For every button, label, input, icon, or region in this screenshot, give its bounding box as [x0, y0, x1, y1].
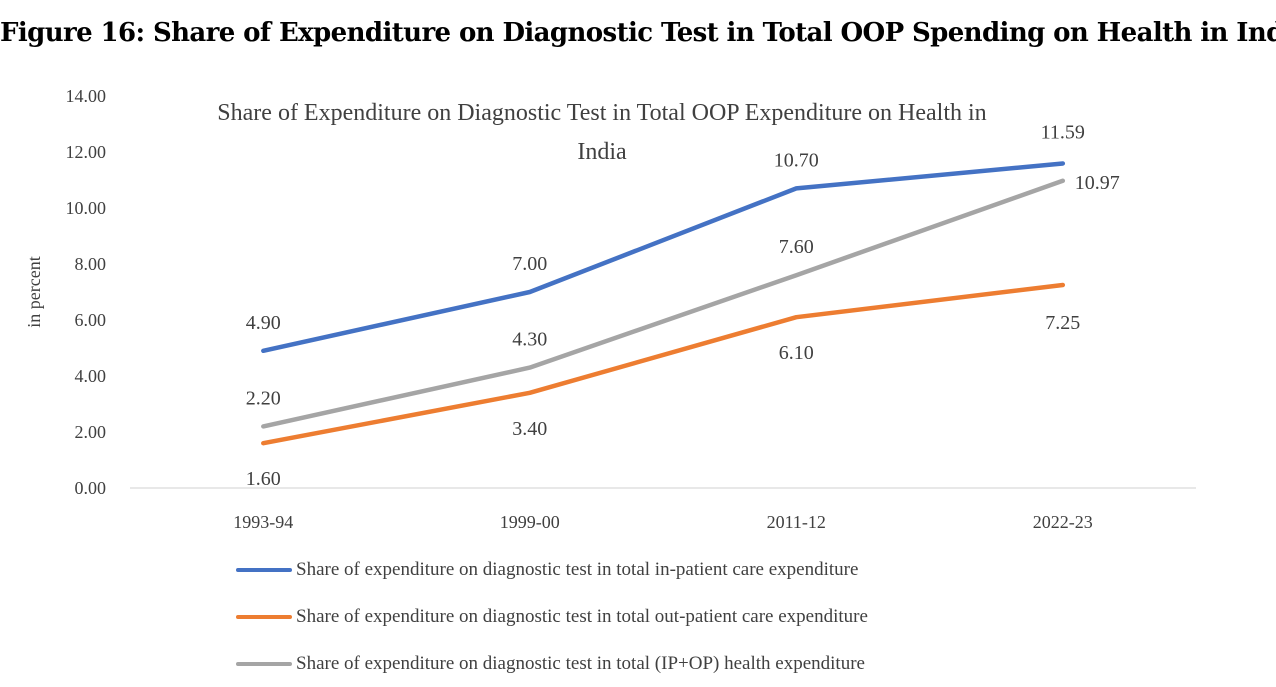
data-labels: 4.90 7.00 10.70 11.59 1.60 3.40 6.10 7.25 2.20 4.…	[246, 121, 1120, 490]
figure-title: Figure 16: Share of Expenditure on Diagn…	[0, 18, 1276, 48]
data-label: 10.70	[774, 149, 819, 171]
x-tick-label: 2011-12	[767, 512, 826, 532]
data-label: 10.97	[1075, 172, 1120, 194]
data-label: 7.25	[1045, 312, 1080, 334]
y-axis-label: in percent	[24, 256, 44, 327]
data-label: 4.30	[512, 329, 547, 351]
y-tick-label: 2.00	[75, 422, 107, 442]
data-label: 2.20	[246, 387, 281, 409]
data-label: 1.60	[246, 468, 281, 490]
data-label: 6.10	[779, 342, 814, 364]
data-label: 7.60	[779, 236, 814, 258]
legend-label: Share of expenditure on diagnostic test …	[296, 652, 865, 674]
y-tick-label: 10.00	[66, 198, 107, 218]
legend-item-1: Share of expenditure on diagnostic test …	[236, 546, 868, 593]
data-label: 4.90	[246, 312, 281, 334]
legend-swatch	[236, 567, 292, 572]
legend-swatch	[236, 614, 292, 619]
legend-label: Share of expenditure on diagnostic test …	[296, 605, 868, 627]
series-line-3	[261, 178, 1066, 429]
series-line-2	[261, 282, 1066, 446]
x-axis-ticks: 1993-94 1999-00 2011-12 2022-23	[233, 512, 1093, 532]
data-label: 11.59	[1041, 121, 1085, 143]
legend-swatch	[236, 661, 292, 666]
x-tick-label: 1993-94	[233, 512, 293, 532]
series-lines	[261, 161, 1066, 446]
y-tick-label: 14.00	[66, 86, 107, 106]
chart-title-line-2: India	[577, 139, 627, 165]
y-tick-label: 0.00	[75, 478, 107, 498]
legend: Share of expenditure on diagnostic test …	[236, 546, 868, 687]
x-tick-label: 1999-00	[500, 512, 560, 532]
y-tick-label: 8.00	[75, 254, 107, 274]
y-tick-label: 4.00	[75, 366, 107, 386]
y-tick-label: 12.00	[66, 142, 107, 162]
data-label: 7.00	[512, 253, 547, 275]
data-label: 3.40	[512, 418, 547, 440]
legend-item-3: Share of expenditure on diagnostic test …	[236, 640, 868, 687]
y-tick-label: 6.00	[75, 310, 107, 330]
legend-item-2: Share of expenditure on diagnostic test …	[236, 593, 868, 640]
chart-title-line-1: Share of Expenditure on Diagnostic Test …	[217, 100, 986, 126]
x-tick-label: 2022-23	[1033, 512, 1093, 532]
y-axis-ticks: 0.00 2.00 4.00 6.00 8.00 10.00 12.00 14.00	[66, 86, 107, 498]
series-line-1	[261, 161, 1066, 354]
legend-label: Share of expenditure on diagnostic test …	[296, 558, 859, 580]
